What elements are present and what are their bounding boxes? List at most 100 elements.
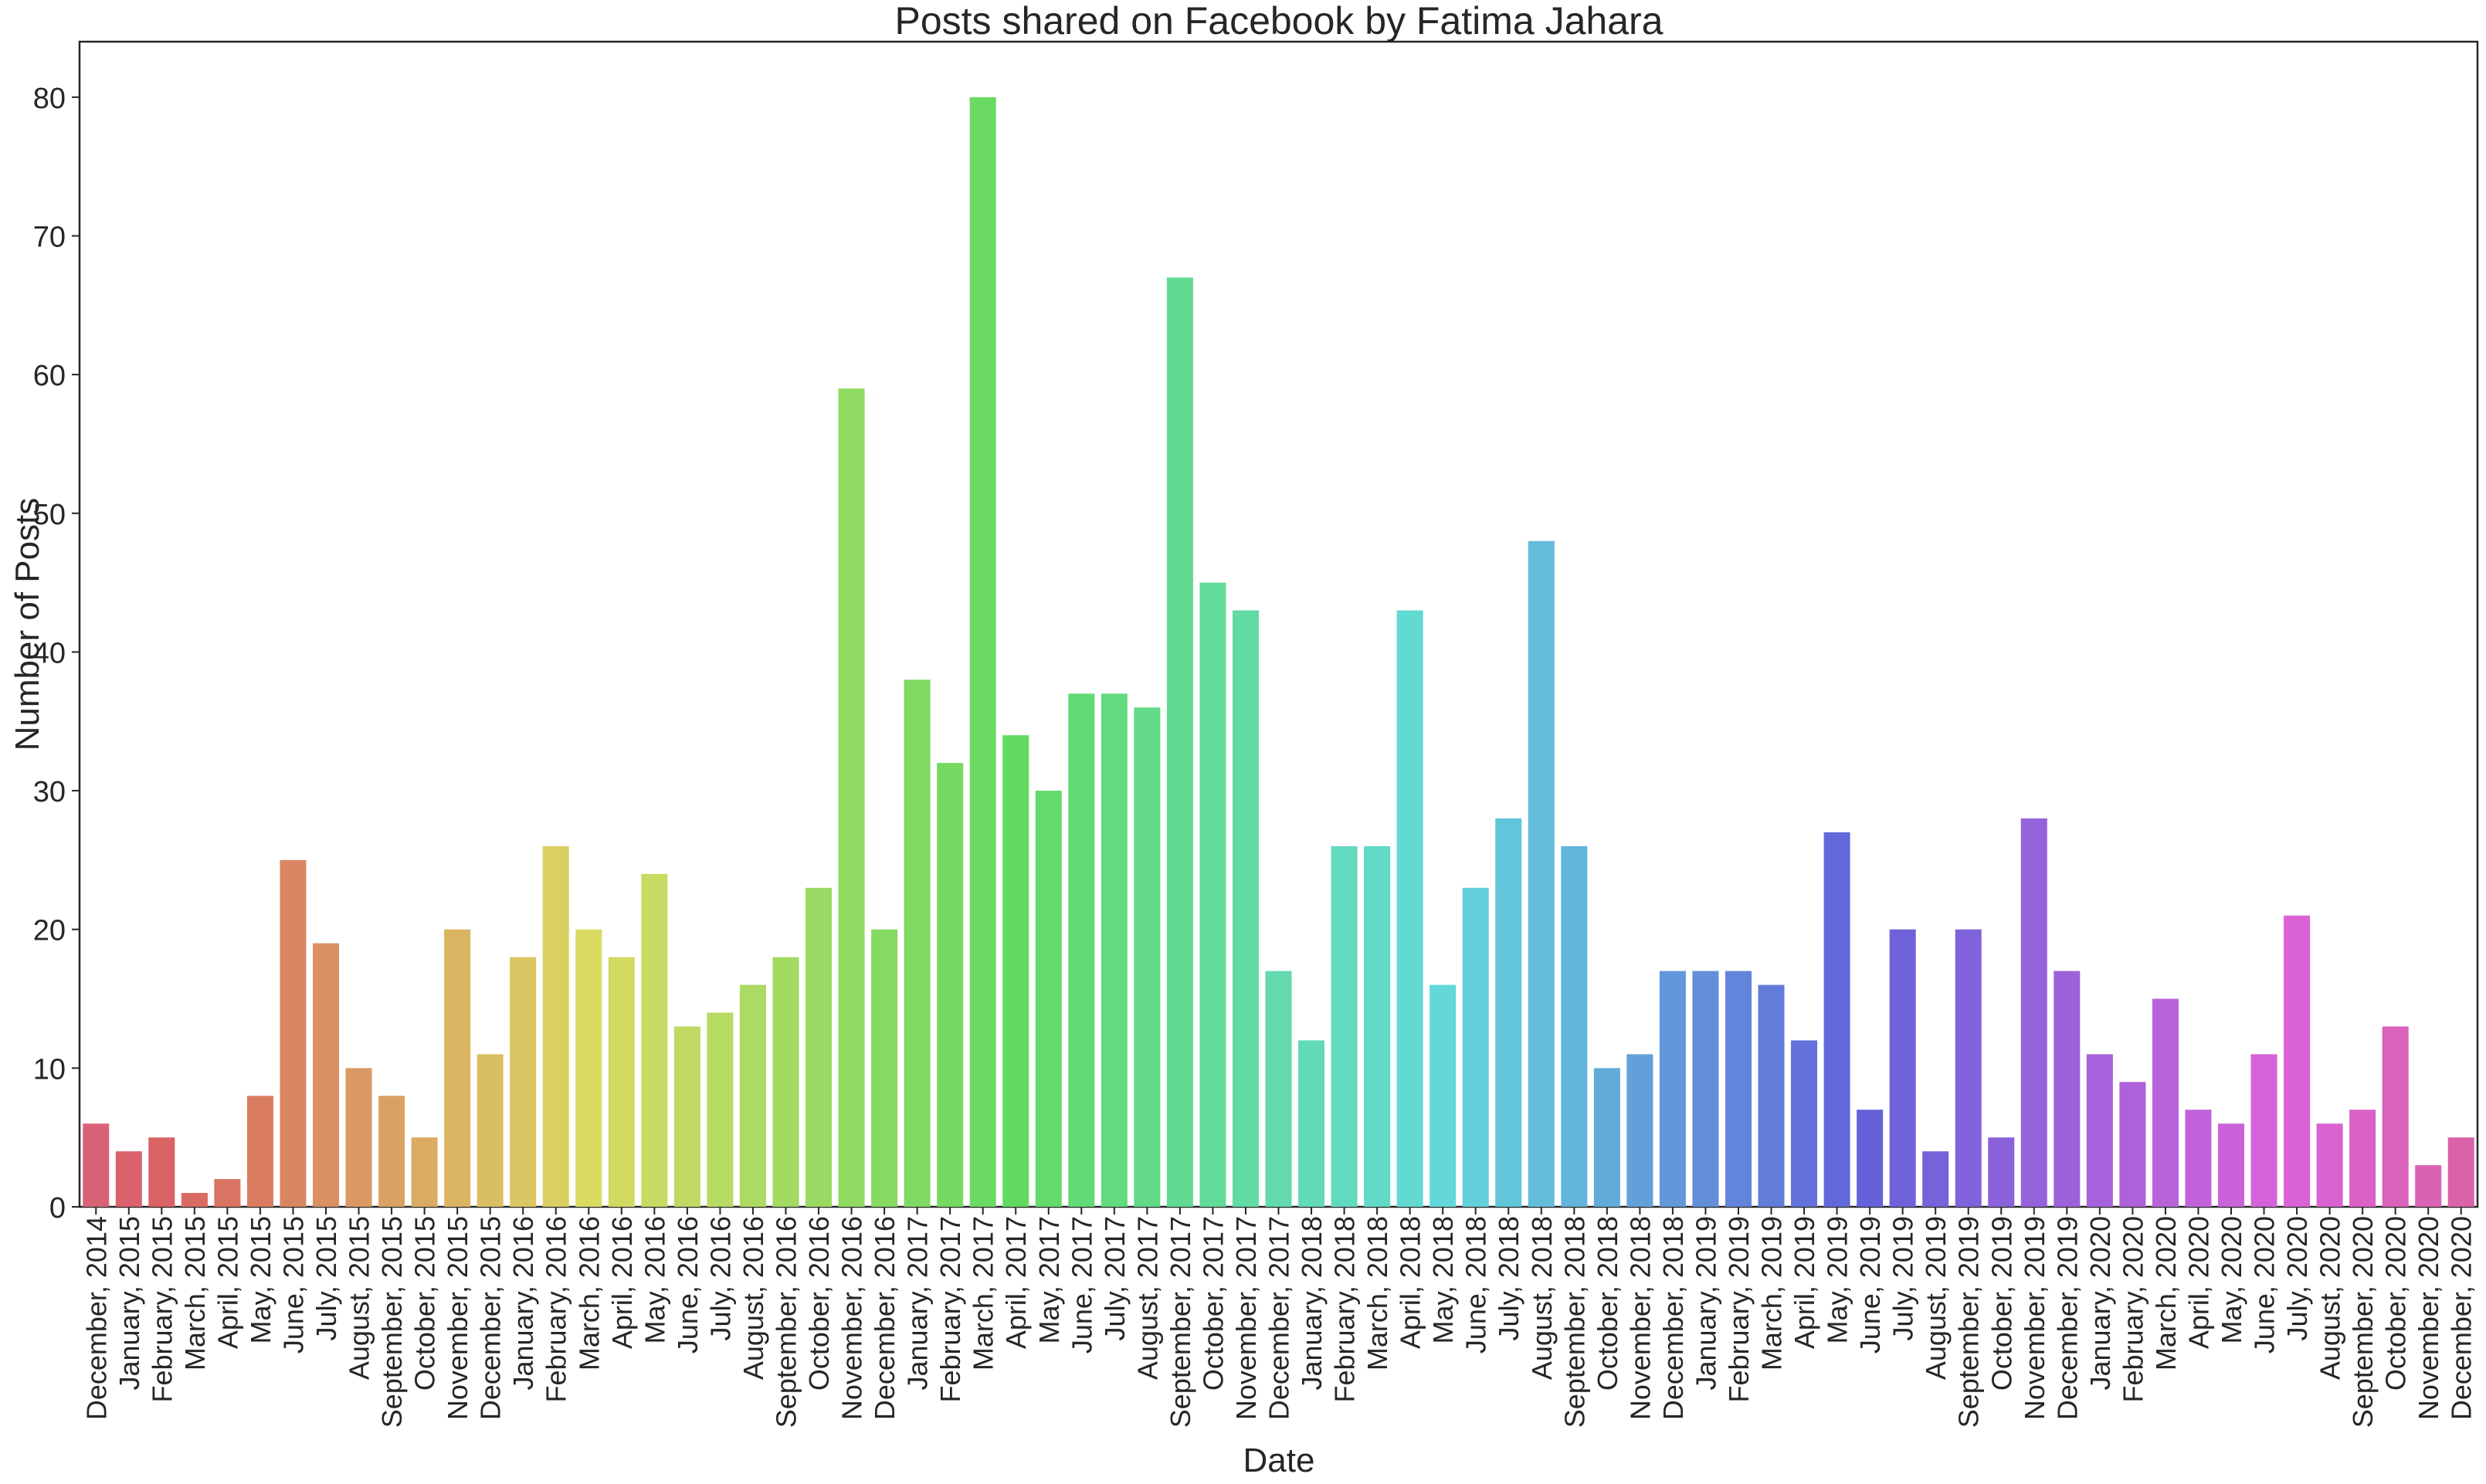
bar [411, 1137, 438, 1207]
y-axis: 0 10 20 30 40 50 60 70 80 [33, 83, 80, 1225]
x-tick-label: August, 2017 [1131, 1216, 1163, 1380]
bar [1889, 929, 1916, 1207]
bar [838, 388, 865, 1207]
x-tick-label: June, 2015 [277, 1216, 309, 1354]
x-tick-label: October, 2016 [803, 1216, 835, 1391]
y-tick-label: 0 [49, 1192, 66, 1225]
bar [1857, 1110, 1884, 1207]
x-tick-label: November, 2019 [2019, 1216, 2050, 1420]
bar [542, 845, 569, 1207]
y-tick-label: 30 [33, 776, 66, 808]
x-tick-label: January, 2019 [1690, 1216, 1721, 1391]
x-tick-label: March, 2019 [1756, 1216, 1788, 1370]
x-tick-label: July, 2017 [1099, 1216, 1131, 1340]
bar [969, 97, 996, 1207]
x-tick-label: September, 2018 [1558, 1216, 1590, 1428]
x-tick-label: September, 2019 [1953, 1216, 1985, 1428]
bar [2185, 1110, 2212, 1207]
x-tick-label: April, 2017 [1000, 1216, 1032, 1349]
bar [575, 929, 602, 1207]
x-tick-label: July, 2019 [1887, 1216, 1919, 1340]
bar [2415, 1165, 2442, 1207]
bar [2054, 971, 2081, 1207]
bar [1166, 277, 1193, 1208]
y-tick-label: 20 [33, 915, 66, 947]
bar [1364, 845, 1391, 1207]
bar [1955, 929, 1982, 1207]
bar [1462, 887, 1489, 1207]
x-tick-label: November, 2015 [442, 1216, 473, 1420]
x-tick-label: August, 2015 [344, 1216, 375, 1380]
x-tick-label: August, 2018 [1526, 1216, 1558, 1380]
x-tick-label: August, 2019 [1920, 1216, 1952, 1380]
bar [2447, 1137, 2474, 1207]
x-tick-label: June, 2018 [1460, 1216, 1492, 1354]
x-tick-label: December, 2018 [1657, 1216, 1689, 1420]
bar [2217, 1123, 2245, 1207]
y-tick-label: 80 [33, 83, 66, 115]
bar [1495, 818, 1522, 1207]
x-tick-label: May, 2016 [639, 1216, 670, 1343]
x-tick-label: May, 2017 [1033, 1216, 1065, 1343]
bar [312, 943, 340, 1207]
bar [477, 1054, 504, 1207]
bar [345, 1068, 372, 1207]
x-tick-label: October, 2017 [1197, 1216, 1229, 1391]
bar [2086, 1054, 2113, 1207]
x-tick-label: January, 2018 [1296, 1216, 1328, 1391]
bar [2382, 1026, 2409, 1207]
bar [2284, 915, 2311, 1207]
x-tick-label: April, 2016 [606, 1216, 638, 1349]
x-axis: December, 2014 January, 2015 February, 201… [80, 1207, 2478, 1428]
y-tick-label: 60 [33, 360, 66, 392]
bar [2119, 1082, 2146, 1207]
bar [1035, 791, 1062, 1207]
bar [1922, 1151, 1949, 1207]
x-tick-label: December, 2020 [2446, 1216, 2478, 1420]
bar [1002, 735, 1029, 1207]
bar [1101, 693, 1128, 1207]
bar [1232, 610, 1259, 1207]
bar [214, 1179, 241, 1207]
x-tick-label: July, 2015 [310, 1216, 342, 1340]
x-tick-label: December, 2015 [475, 1216, 507, 1420]
bar [1134, 707, 1161, 1207]
bar [1823, 832, 1850, 1207]
bar [641, 873, 668, 1207]
bar [1528, 540, 1555, 1207]
bar [1692, 971, 1719, 1207]
x-tick-label: February, 2017 [934, 1216, 966, 1402]
bar [772, 957, 799, 1207]
bar [2349, 1110, 2376, 1207]
x-tick-label: May, 2020 [2216, 1216, 2247, 1343]
x-tick-label: April, 2018 [1395, 1216, 1426, 1349]
bar [1626, 1054, 1653, 1207]
bar [673, 1026, 700, 1207]
x-tick-label: April, 2020 [2182, 1216, 2214, 1349]
x-tick-label: November, 2020 [2413, 1216, 2444, 1420]
x-tick-label: January, 2016 [507, 1216, 539, 1391]
x-tick-label: August, 2016 [738, 1216, 769, 1380]
x-tick-label: December, 2014 [80, 1216, 112, 1420]
x-tick-label: January, 2020 [2084, 1216, 2116, 1391]
x-tick-label: October, 2019 [1986, 1216, 2017, 1391]
x-tick-label: March, 2018 [1362, 1216, 1393, 1370]
x-tick-label: February, 2019 [1723, 1216, 1755, 1402]
x-tick-label: February, 2018 [1329, 1216, 1361, 1402]
y-tick-label: 70 [33, 222, 66, 254]
x-tick-label: December, 2016 [869, 1216, 900, 1420]
bar [2316, 1123, 2343, 1207]
x-tick-label: April, 2019 [1789, 1216, 1820, 1349]
x-tick-label: July, 2016 [704, 1216, 736, 1340]
bar [1396, 610, 1423, 1207]
x-tick-label: January, 2015 [114, 1216, 145, 1391]
bar [280, 859, 307, 1207]
x-tick-label: May, 2015 [245, 1216, 276, 1343]
bar [1265, 971, 1292, 1207]
bar [1430, 984, 1457, 1207]
x-tick-label: May, 2019 [1822, 1216, 1853, 1343]
x-tick-label: July, 2020 [2281, 1216, 2313, 1340]
y-tick-label: 40 [33, 637, 66, 669]
bar [1561, 845, 1588, 1207]
